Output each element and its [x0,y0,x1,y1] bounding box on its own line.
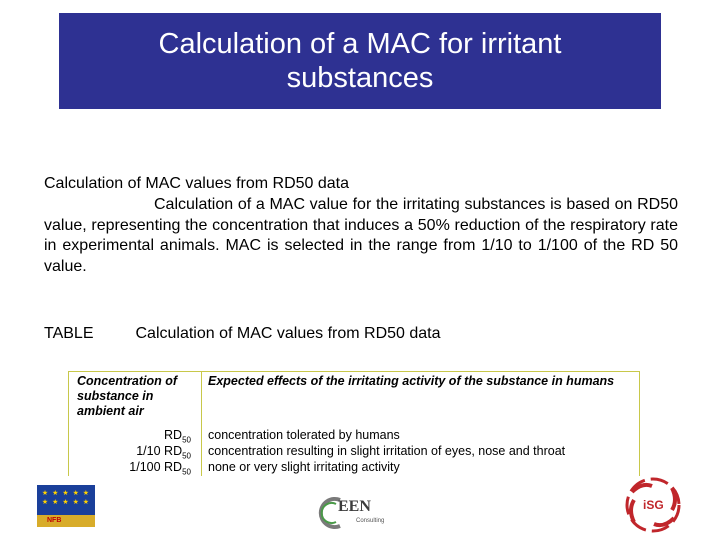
isg-logo-text: iSG [643,498,664,512]
eu-flag-logo: ★ ★ ★ ★ ★ ★ ★ ★ ★ ★ NFB [37,485,95,527]
ceen-logo-subtext: Consulting [356,518,385,524]
mac-table: Concentration of substance in ambient ai… [68,371,640,477]
isg-hands-icon [625,477,681,533]
slide-title-bar: Calculation of a MAC for irritant substa… [59,13,661,109]
table-cell-effect: concentration tolerated by humans [208,428,400,442]
table-column-concentration: Concentration of substance in ambient ai… [69,372,202,477]
table-header-concentration: Concentration of substance in ambient ai… [77,374,177,418]
ceen-emblem-icon [318,497,341,529]
body-paragraph: Calculation of a MAC value for the irrit… [44,195,678,277]
table-cell-effect: none or very slight irritating activity [208,460,400,474]
isg-logo: iSG [622,474,684,536]
eu-stars-icon: ★ ★ ★ ★ ★ ★ ★ ★ ★ ★ [41,490,91,506]
body-paragraph-text: Calculation of a MAC value for the irrit… [44,196,678,275]
eu-logo-label: NFB [47,517,62,524]
slide-title: Calculation of a MAC for irritant substa… [158,28,562,94]
section-heading: Calculation of MAC values from RD50 data [44,175,350,192]
ceen-logo-text: EEN [338,498,371,515]
table-cell-effect: concentration resulting in slight irrita… [208,444,566,458]
table-header-effects: Expected effects of the irritating activ… [208,374,615,388]
table-caption: TABLE Calculation of MAC values from RD50… [44,324,441,344]
table-cell-concentration: RD50 [164,428,191,445]
ceen-logo: EEN Consulting [318,494,398,530]
table-cell-concentration: 1/100 RD50 [129,460,191,477]
table-cell-concentration: 1/10 RD50 [136,444,191,461]
table-label: TABLE [44,325,94,342]
table-column-effects: Expected effects of the irritating activ… [202,372,638,476]
logo-stripe [37,515,95,527]
table-caption-text: Calculation of MAC values from RD50 data [135,325,441,342]
